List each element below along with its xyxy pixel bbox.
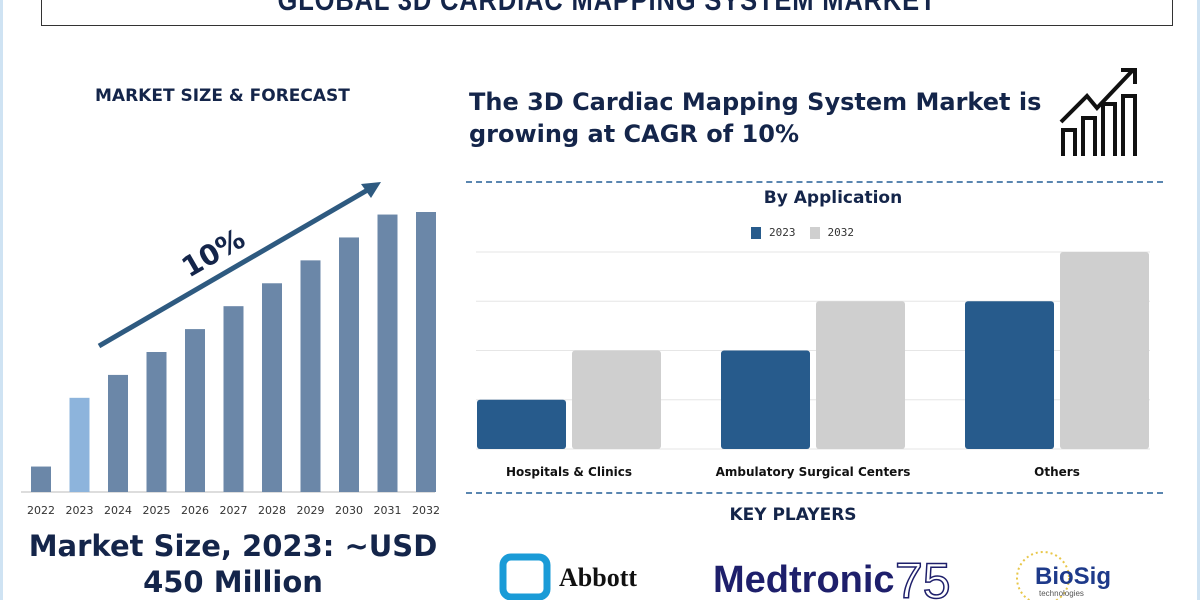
bar-2023 (721, 350, 810, 449)
svg-text:BioSig: BioSig (1035, 563, 1111, 590)
bar-2022 (31, 466, 51, 492)
svg-text:Medtronic: Medtronic (713, 559, 895, 600)
bar-2023 (477, 399, 566, 449)
x-tick-label: 2030 (335, 504, 363, 517)
charts-canvas: 2022 2023 2024 2025 2026 2027 2028 2029 2030 2031… (21, 68, 1150, 600)
cagr-text: The 3D Cardiac Mapping System Market is … (469, 88, 1042, 148)
svg-text:technologies: technologies (1039, 589, 1084, 598)
bar-2027 (223, 306, 244, 492)
bar-2032 (416, 212, 436, 492)
logo-abbott: Abbott (499, 553, 637, 600)
x-tick-label: 2027 (220, 504, 248, 517)
bar-2030 (339, 237, 359, 492)
bar-2032 (1060, 252, 1149, 449)
x-tick-label: 2025 (143, 504, 171, 517)
trend-arrowhead (361, 182, 381, 198)
legend-item-2023: 2023 (751, 226, 796, 239)
title-banner: GLOBAL 3D CARDIAC MAPPING SYSTEM MARKET (41, 0, 1173, 26)
growth-bar-chart-arrow-icon (1059, 68, 1137, 156)
chart-title: By Application (763, 188, 903, 208)
x-tick-label: Hospitals & Clinics (506, 465, 632, 479)
divider (466, 181, 1163, 183)
x-tick-label: 2024 (104, 504, 132, 517)
abbott-logo-text: Abbott (559, 563, 637, 592)
legend-item-2032: 2032 (809, 226, 854, 239)
bar-2028 (262, 283, 282, 492)
bar-2023 (965, 301, 1054, 449)
x-tick-label: 2031 (374, 504, 402, 517)
bar-2032 (816, 301, 905, 449)
x-tick-label: 2026 (181, 504, 209, 517)
bar-2031 (377, 214, 398, 492)
growth-annotation: 10% (176, 222, 251, 284)
page-title: GLOBAL 3D CARDIAC MAPPING SYSTEM MARKET (277, 0, 937, 17)
bar-2026 (185, 329, 205, 492)
x-tick-label: Others (1034, 465, 1080, 479)
logo-medtronic: Medtronic 75 (713, 552, 951, 600)
divider (466, 492, 1163, 494)
svg-text:75: 75 (895, 553, 951, 600)
market-size-text: Market Size, 2023: ~USD 450 Million (28, 529, 438, 599)
logo-biosig: BioSig technologies (1016, 551, 1111, 600)
bar-2032 (572, 350, 661, 449)
key-players-heading: KEY PLAYERS (729, 505, 857, 525)
bar-2023 (69, 397, 90, 492)
x-tick-label: Ambulatory Surgical Centers (716, 465, 911, 479)
trend-arrow (97, 185, 373, 349)
x-tick-label: 2023 (66, 504, 94, 517)
x-tick-label: 2029 (297, 504, 325, 517)
market-size-heading: MARKET SIZE & FORECAST (95, 86, 350, 106)
bar-2024 (108, 374, 128, 492)
x-tick-label: 2028 (258, 504, 286, 517)
bar-2029 (300, 260, 321, 492)
bar-2025 (146, 352, 167, 492)
x-tick-label: 2032 (412, 504, 440, 517)
legend: 2023 2032 (751, 226, 854, 239)
x-tick-label: 2022 (27, 504, 55, 517)
